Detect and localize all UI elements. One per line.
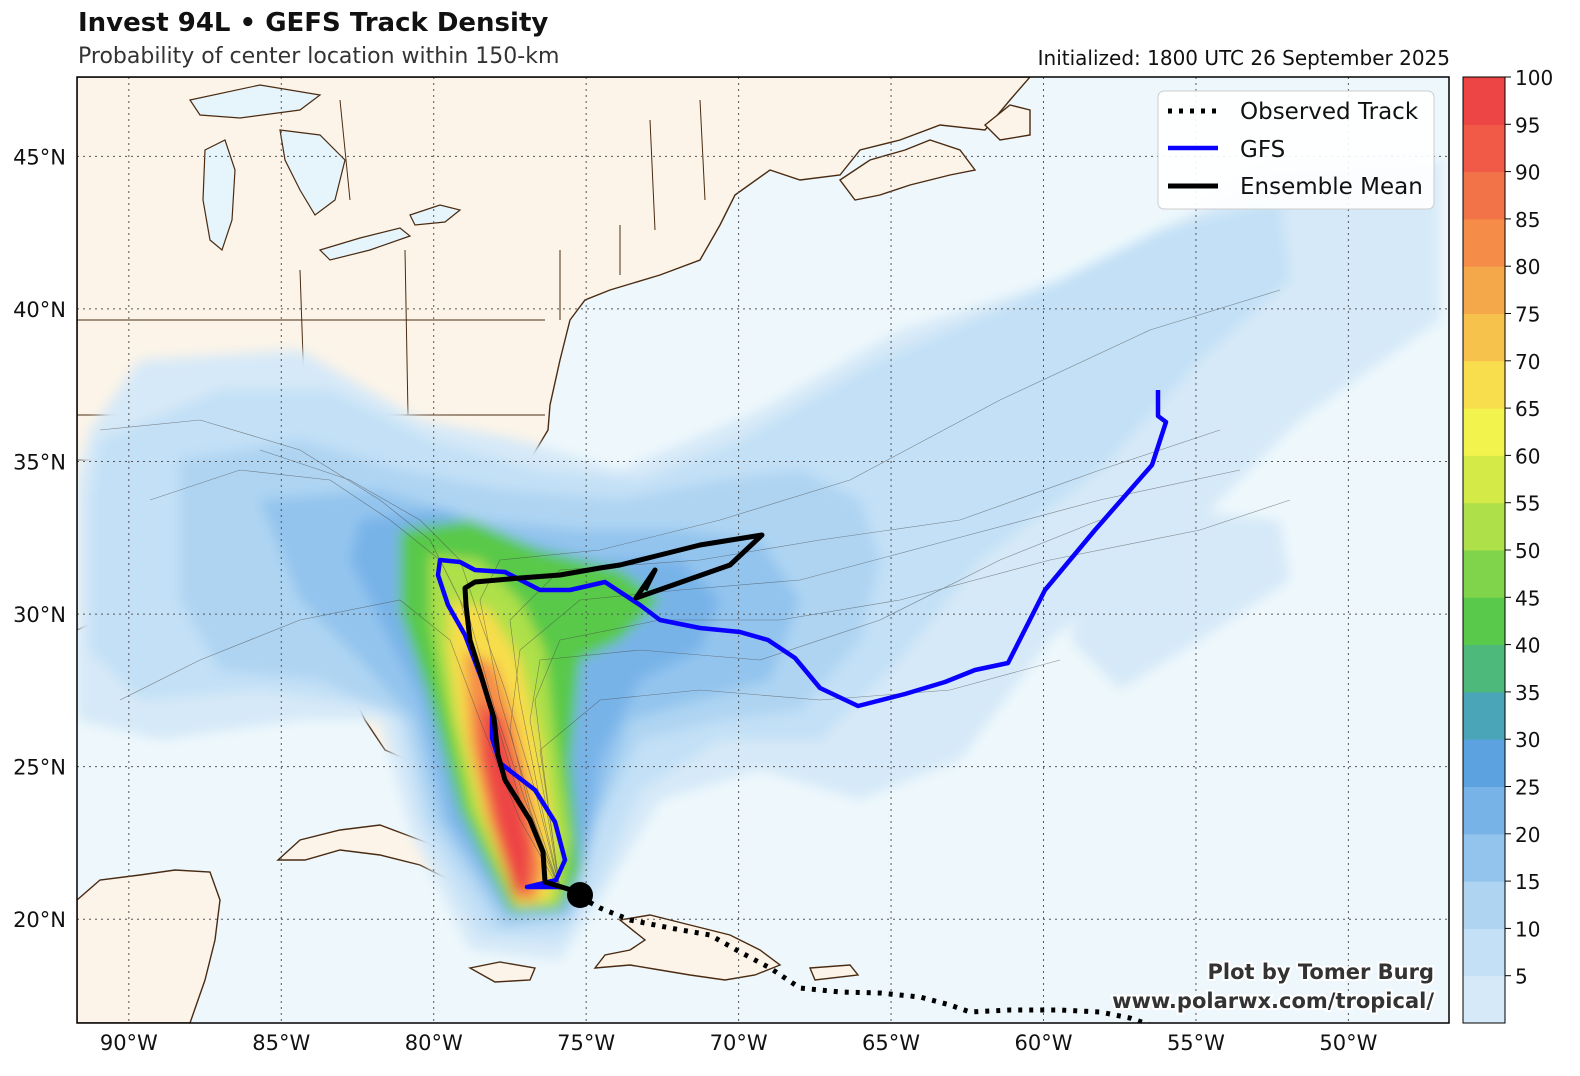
map-title: Invest 94L • GEFS Track Density (78, 8, 549, 38)
colorbar-segment (1463, 77, 1505, 125)
colorbar-tick-label: 55 (1515, 492, 1540, 516)
colorbar-segment (1463, 691, 1505, 740)
ensemble-mean-track-line (462, 532, 765, 895)
init-time: Initialized: 1800 UTC 26 September 2025 (1037, 46, 1450, 70)
colorbar-tick-label: 85 (1515, 208, 1540, 232)
lon-label: 90°W (100, 1031, 158, 1055)
current-position-marker (567, 882, 593, 908)
colorbar-tick-label: 45 (1515, 586, 1540, 610)
colorbar-tick-label: 70 (1515, 350, 1540, 374)
graticule (77, 77, 1449, 1023)
colorbar-segment (1463, 502, 1505, 551)
lat-label: 25°N (13, 756, 66, 780)
colorbar-segment (1463, 360, 1505, 409)
colorbar-tick-label: 25 (1515, 776, 1540, 800)
colorbar-tick-label: 30 (1515, 728, 1540, 752)
lat-label: 35°N (13, 451, 66, 475)
longitude-labels: 90°W 85°W 80°W 75°W 70°W 65°W 60°W 55°W 50°W (100, 1031, 1378, 1055)
lon-label: 75°W (557, 1031, 615, 1055)
colorbar-segment (1463, 550, 1505, 598)
lake-superior (189, 84, 322, 119)
lat-label: 45°N (13, 145, 66, 169)
lat-label: 20°N (13, 908, 66, 932)
lon-label: 70°W (710, 1031, 768, 1055)
colorbar-segment (1463, 644, 1505, 693)
map-frame (76, 76, 1450, 1024)
colorbar-tick-label: 80 (1515, 255, 1540, 279)
colorbar-tick-label: 65 (1515, 397, 1540, 421)
colorbar-segment (1463, 124, 1505, 173)
lat-label: 30°N (13, 603, 66, 627)
colorbar-tick-label: 75 (1515, 303, 1540, 327)
colorbar-segment (1463, 928, 1505, 977)
lake-ontario (409, 204, 462, 226)
colorbar-segment (1463, 739, 1505, 787)
colorbar-segment (1463, 881, 1505, 929)
colorbar-tick-label: 50 (1515, 539, 1540, 563)
lake-erie (318, 227, 412, 261)
colorbar-tick-label: 20 (1515, 823, 1540, 847)
cape-breton-land (983, 104, 1031, 141)
lake-michigan (202, 139, 236, 252)
lon-label: 65°W (862, 1031, 920, 1055)
lon-label: 55°W (1167, 1031, 1225, 1055)
colorbar-tick-label: 100 (1515, 66, 1553, 90)
colorbar-tick-label: 10 (1515, 917, 1540, 941)
track-density (77, 160, 1440, 960)
lake-huron (279, 129, 346, 216)
colorbar-tick-label: 35 (1515, 681, 1540, 705)
colorbar-segment (1463, 975, 1505, 1024)
colorbar-segment (1463, 171, 1505, 220)
legend: Observed Track GFS Ensemble Mean (1157, 90, 1435, 210)
colorbar-tick-label: 90 (1515, 161, 1540, 185)
colorbar: 5 10 15 20 25 30 35 40 45 50 55 60 65 70 75 80 85 90 95 100 (1462, 66, 1553, 1024)
puerto-rico-land (808, 964, 860, 981)
map-subtitle: Probability of center location within 15… (78, 44, 560, 69)
colorbar-segment (1463, 833, 1505, 882)
credit: Plot by Tomer Burg www.polarwx.com/tropi… (1110, 958, 1436, 1015)
legend-mean-label: Ensemble Mean (1240, 174, 1423, 200)
nova-scotia-land (838, 139, 977, 201)
yucatan-land (77, 869, 221, 1023)
colorbar-segment (1463, 786, 1505, 835)
colorbar-segment (1463, 408, 1505, 456)
credit-author: Plot by Tomer Burg (1208, 960, 1435, 984)
legend-observed-label: Observed Track (1240, 99, 1419, 125)
jamaica-land (468, 961, 536, 983)
lon-label: 60°W (1014, 1031, 1072, 1055)
colorbar-tick-label: 5 (1515, 965, 1528, 989)
colorbar-tick-label: 60 (1515, 444, 1540, 468)
colorbar-tick-label: 15 (1515, 870, 1540, 894)
latitude-labels: 45°N 40°N 35°N 30°N 25°N 20°N (13, 145, 66, 932)
lon-label: 50°W (1319, 1031, 1377, 1055)
observed-track-line (578, 894, 1151, 1023)
colorbar-segment (1463, 218, 1505, 267)
credit-url: www.polarwx.com/tropical/ (1112, 989, 1434, 1013)
colorbar-tick-label: 95 (1515, 113, 1540, 137)
lat-label: 40°N (13, 298, 66, 322)
colorbar-segment (1463, 313, 1505, 362)
colorbar-tick-label: 40 (1515, 634, 1540, 658)
hispaniola-land (593, 914, 782, 981)
colorbar-segment (1463, 597, 1505, 646)
lon-label: 85°W (252, 1031, 310, 1055)
legend-gfs-label: GFS (1240, 137, 1285, 163)
lon-label: 80°W (405, 1031, 463, 1055)
colorbar-segment (1463, 266, 1505, 314)
colorbar-segment (1463, 455, 1505, 504)
